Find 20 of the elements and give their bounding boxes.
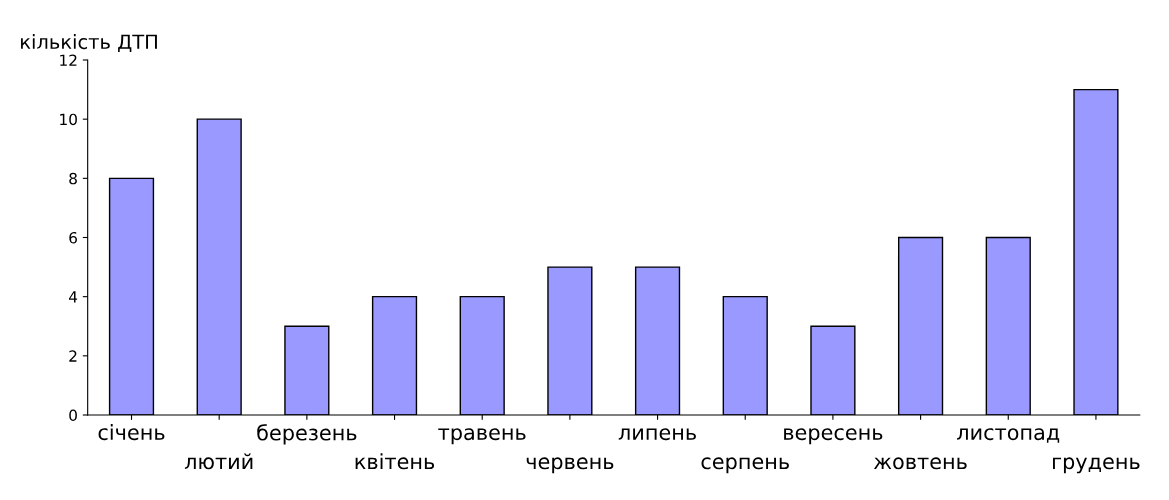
x-tick-label: листопад — [957, 428, 1060, 443]
x-tick-label: червень — [526, 457, 614, 474]
x-tick-label: грудень — [1053, 457, 1140, 474]
y-tick-label: 10 — [60, 113, 77, 126]
y-tick-label: 4 — [68, 291, 78, 303]
x-tick-label: жовтень — [873, 457, 967, 470]
y-tick-label: 0 — [69, 409, 77, 422]
x-tick-label: лютий — [184, 453, 253, 470]
x-tick-label: січень — [98, 424, 165, 441]
y-axis-title: кількість ДТП — [21, 34, 157, 52]
x-tick-label: вересень — [784, 428, 883, 445]
y-tick-label: 12 — [60, 54, 77, 66]
x-tick-label: березень — [257, 424, 357, 445]
y-tick-label: 6 — [69, 231, 77, 244]
x-tick-label: липень — [618, 428, 696, 441]
x-tick-label: травень — [438, 428, 526, 445]
y-tick-label: 8 — [69, 172, 77, 185]
x-tick-label: квітень — [355, 453, 435, 470]
y-tick-label: 2 — [69, 350, 77, 362]
x-tick-label: серпень — [701, 457, 789, 474]
